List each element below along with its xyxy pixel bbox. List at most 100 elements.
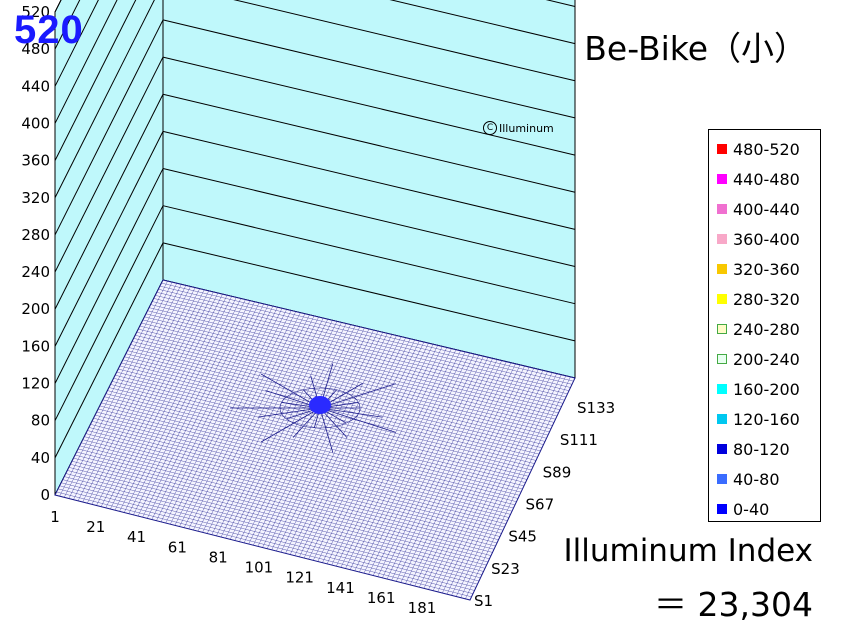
mesh-line: [93, 417, 508, 521]
mesh-line: [119, 365, 534, 468]
z-tick-label: 40: [31, 449, 50, 467]
mesh-line: [128, 347, 543, 449]
wall-gridline: [162, 168, 576, 268]
wall-gridline: [54, 19, 164, 236]
copyright-text: Illuminum: [499, 121, 554, 135]
legend-swatch: [717, 384, 727, 394]
mesh-line: [133, 338, 547, 439]
z-tick-label: 280: [21, 226, 50, 244]
x-tick-label: 1: [50, 508, 60, 526]
mesh-line: [122, 359, 537, 461]
index-value: ＝ 23,304: [654, 585, 813, 624]
wall-gridline: [162, 130, 576, 230]
mesh-line: [76, 451, 492, 556]
mesh-line: [78, 448, 493, 553]
mesh-line: [68, 467, 484, 572]
mesh-line: [104, 396, 519, 499]
legend-item: 360-400: [709, 224, 820, 254]
mesh-line: [144, 316, 558, 417]
chart-title: Be-Bike（小）: [584, 29, 807, 68]
peak-ray: [319, 407, 334, 453]
mesh-line: [107, 390, 522, 493]
peak-cluster: [230, 363, 396, 453]
mesh-line: [112, 381, 526, 483]
legend-swatch: [717, 504, 727, 514]
copyright-mark: C Illuminum: [483, 121, 554, 135]
x-tick-label: 81: [209, 548, 228, 566]
wall-gridline: [54, 205, 164, 421]
mesh-line: [64, 476, 480, 582]
x-tick-label: 181: [408, 599, 437, 617]
legend-label: 40-80: [733, 469, 780, 489]
y-tick-label: S133: [577, 399, 615, 417]
mesh-line: [88, 427, 504, 531]
wall-gridline: [389, 0, 576, 45]
peak-ray: [319, 383, 396, 409]
legend-label: 480-520: [733, 139, 800, 159]
z-tick-label: 480: [21, 40, 50, 58]
z-tick-label: 400: [21, 114, 50, 132]
wall-gridline: [54, 131, 164, 347]
wall-gridline: [162, 242, 576, 342]
mesh-line: [139, 325, 553, 426]
x-tick-label: 61: [168, 538, 187, 556]
mesh-line: [156, 292, 570, 391]
legend-label: 80-120: [733, 439, 790, 459]
y-tick-label: S1: [474, 592, 493, 610]
mesh-line: [58, 488, 474, 594]
mesh-line: [102, 399, 517, 502]
legend-swatch: [717, 444, 727, 454]
legend-item: 120-160: [709, 404, 820, 434]
x-tick-label: 161: [367, 589, 396, 607]
mesh-line: [118, 368, 532, 471]
mesh-line: [149, 307, 562, 407]
y-axis-ticks: S1 S23 S45 S67 S89 S111 S133: [474, 399, 615, 610]
mesh-line: [82, 439, 498, 544]
y-tick-label: S89: [543, 463, 572, 481]
mesh-line: [159, 285, 573, 385]
z-tick-label: 440: [21, 77, 50, 95]
wall-gridline: [54, 0, 118, 124]
legend-item: 320-360: [709, 254, 820, 284]
mesh-line: [161, 282, 574, 382]
mesh-line: [141, 322, 555, 423]
legend-item: 200-240: [709, 344, 820, 374]
legend-item: 280-320: [709, 284, 820, 314]
mesh-line: [124, 356, 538, 458]
chart-floor-mesh: [54, 279, 576, 601]
wall-gridline: [54, 0, 137, 161]
legend-swatch: [717, 144, 727, 154]
y-tick-label: S45: [508, 528, 537, 546]
mesh-line: [84, 436, 499, 540]
mesh-line: [110, 384, 525, 487]
z-tick-label: 360: [21, 152, 50, 170]
mesh-line: [65, 473, 481, 579]
legend-item: 40-80: [709, 464, 820, 494]
y-tick-label: S111: [560, 431, 598, 449]
x-tick-label: 121: [285, 569, 314, 587]
mesh-line: [95, 414, 510, 518]
x-tick-label: 101: [245, 559, 274, 577]
mesh-line: [105, 393, 520, 496]
mesh-line: [121, 362, 535, 464]
mesh-line: [56, 491, 472, 598]
mesh-line: [67, 470, 483, 575]
legend-label: 320-360: [733, 259, 800, 279]
z-axis-ticks: 0 40 80 120 160 200 240 280 320 360 400 440 480 520: [21, 3, 50, 504]
mesh-line: [142, 319, 556, 420]
legend-item: 80-120: [709, 434, 820, 464]
legend-label: 280-320: [733, 289, 800, 309]
wall-gridline: [54, 94, 164, 310]
legend-label: 360-400: [733, 229, 800, 249]
mesh-line: [54, 494, 471, 601]
legend-swatch: [717, 294, 727, 304]
mesh-line: [96, 411, 511, 515]
peak-ray: [260, 407, 321, 443]
mesh-line: [132, 341, 546, 442]
mesh-line: [61, 482, 477, 588]
legend-item: 400-440: [709, 194, 820, 224]
mesh-line: [162, 279, 576, 379]
mesh-line: [108, 387, 523, 490]
